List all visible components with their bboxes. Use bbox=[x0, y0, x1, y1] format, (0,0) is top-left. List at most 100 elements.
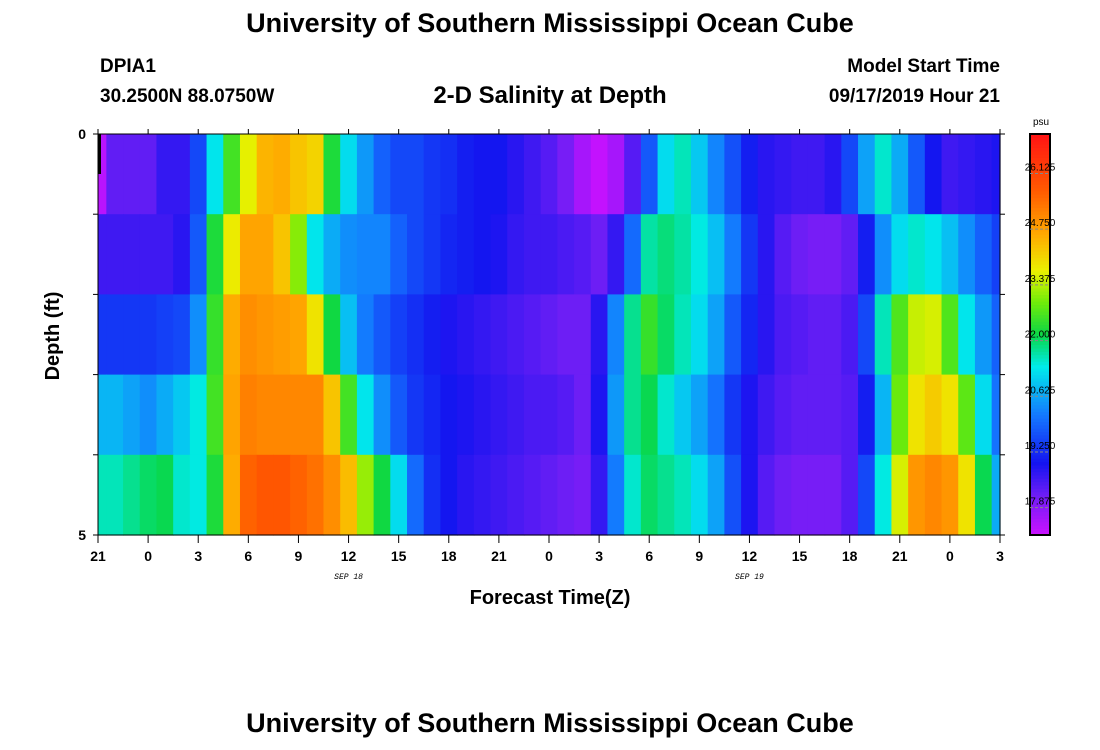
heatmap-cell bbox=[457, 294, 475, 376]
heatmap-cell bbox=[223, 294, 241, 376]
heatmap-cell bbox=[356, 214, 375, 295]
colorbar-segment bbox=[1030, 210, 1050, 215]
colorbar-segment bbox=[1030, 287, 1050, 292]
heatmap-cell bbox=[640, 454, 659, 536]
heatmap-cell bbox=[239, 294, 258, 376]
heatmap-cell bbox=[640, 294, 659, 376]
colorbar-segment bbox=[1030, 491, 1050, 496]
heatmap-cell bbox=[841, 374, 859, 456]
x-tick-label: 21 bbox=[491, 548, 507, 564]
heatmap-cell bbox=[340, 294, 358, 376]
heatmap-cell bbox=[373, 454, 391, 536]
heatmap-cell bbox=[440, 214, 458, 295]
heatmap-cell bbox=[356, 454, 375, 536]
colorbar-segment bbox=[1030, 347, 1050, 352]
heatmap-cell bbox=[290, 294, 308, 376]
colorbar-segment bbox=[1030, 397, 1050, 402]
x-tick-label: 12 bbox=[742, 548, 758, 564]
heatmap-cell bbox=[123, 294, 141, 376]
heatmap-cell bbox=[607, 214, 625, 295]
heatmap-cell bbox=[306, 214, 325, 295]
colorbar-segment bbox=[1030, 424, 1050, 429]
heatmap-cell bbox=[473, 454, 492, 536]
x-tick-label: 18 bbox=[842, 548, 858, 564]
heatmap-cell bbox=[156, 374, 174, 456]
heatmap-cell bbox=[841, 454, 859, 536]
heatmap-cell bbox=[874, 454, 893, 536]
heatmap-cell bbox=[657, 134, 675, 215]
x-axis-label: Forecast Time(Z) bbox=[470, 587, 631, 609]
heatmap-cell bbox=[407, 294, 425, 376]
colorbar-segment bbox=[1030, 331, 1050, 336]
heatmap-cell bbox=[841, 134, 859, 215]
heatmap-cell bbox=[323, 214, 341, 295]
heatmap-cell bbox=[774, 374, 792, 456]
heatmap-cell bbox=[908, 214, 926, 295]
heatmap-cell bbox=[690, 294, 709, 376]
heatmap-cell bbox=[657, 214, 675, 295]
x-tick-label: 6 bbox=[645, 548, 653, 564]
heatmap-cell bbox=[991, 454, 1001, 536]
heatmap-cell bbox=[507, 294, 525, 376]
heatmap-cell bbox=[974, 134, 993, 215]
heatmap-cell bbox=[640, 134, 659, 215]
heatmap-cell bbox=[273, 294, 291, 376]
heatmap-cell bbox=[958, 374, 976, 456]
colorbar-segment bbox=[1030, 167, 1050, 172]
heatmap-cell bbox=[473, 214, 492, 295]
heatmap-cell bbox=[624, 294, 642, 376]
heatmap-cell bbox=[273, 214, 291, 295]
colorbar-unit: psu bbox=[1033, 117, 1049, 128]
colorbar-segment bbox=[1030, 494, 1050, 499]
colorbar-segment bbox=[1030, 418, 1050, 422]
heatmap-cell bbox=[490, 374, 508, 456]
heatmap-cell bbox=[724, 454, 742, 536]
heatmap-cell bbox=[189, 134, 208, 215]
x-tick-label: 6 bbox=[244, 548, 252, 564]
heatmap-cell bbox=[290, 214, 308, 295]
x-tick-label: 0 bbox=[144, 548, 152, 564]
heatmap-cell bbox=[540, 294, 558, 376]
colorbar-segment bbox=[1030, 364, 1050, 369]
heatmap-cell bbox=[607, 134, 625, 215]
heatmap-cell bbox=[924, 374, 943, 456]
colorbar-segment bbox=[1030, 484, 1050, 489]
heatmap-cell bbox=[457, 214, 475, 295]
heatmap-cell bbox=[156, 214, 174, 295]
colorbar-segment bbox=[1030, 311, 1050, 316]
heatmap-cell bbox=[540, 134, 558, 215]
heatmap-cell bbox=[123, 214, 141, 295]
heatmap-cell bbox=[757, 374, 776, 456]
colorbar-segment bbox=[1030, 234, 1050, 239]
colorbar-segment bbox=[1030, 170, 1050, 175]
heatmap-cell bbox=[290, 454, 308, 536]
colorbar-segment bbox=[1030, 154, 1050, 158]
colorbar-tick-label: 17.875 bbox=[1025, 497, 1056, 508]
x-tick-label: 3 bbox=[595, 548, 603, 564]
heatmap-cell bbox=[173, 454, 191, 536]
heatmap-cell bbox=[941, 374, 959, 456]
heatmap-cell bbox=[690, 454, 709, 536]
heatmap-cell bbox=[557, 294, 575, 376]
heatmap-cell bbox=[607, 454, 625, 536]
colorbar-segment bbox=[1030, 197, 1050, 202]
heatmap-cell bbox=[473, 294, 492, 376]
heatmap-cell bbox=[741, 454, 759, 536]
x-tick-label: 3 bbox=[996, 548, 1004, 564]
heatmap-cell bbox=[507, 374, 525, 456]
heatmap-cell bbox=[791, 454, 809, 536]
heatmap-cell bbox=[507, 134, 525, 215]
heatmap-cell bbox=[841, 214, 859, 295]
heatmap-cell bbox=[173, 374, 191, 456]
colorbar-segment bbox=[1030, 307, 1050, 312]
heatmap-cell bbox=[306, 134, 325, 215]
heatmap-cell bbox=[139, 454, 158, 536]
x-tick-label: 0 bbox=[946, 548, 954, 564]
main-title: University of Southern Mississippi Ocean… bbox=[246, 8, 854, 38]
colorbar-tick-label: 26.125 bbox=[1025, 162, 1056, 173]
colorbar-segment bbox=[1030, 264, 1050, 269]
colorbar-segment bbox=[1030, 237, 1050, 242]
colorbar-segment bbox=[1030, 304, 1050, 309]
colorbar-segment bbox=[1030, 260, 1050, 265]
colorbar-segment bbox=[1030, 511, 1050, 516]
